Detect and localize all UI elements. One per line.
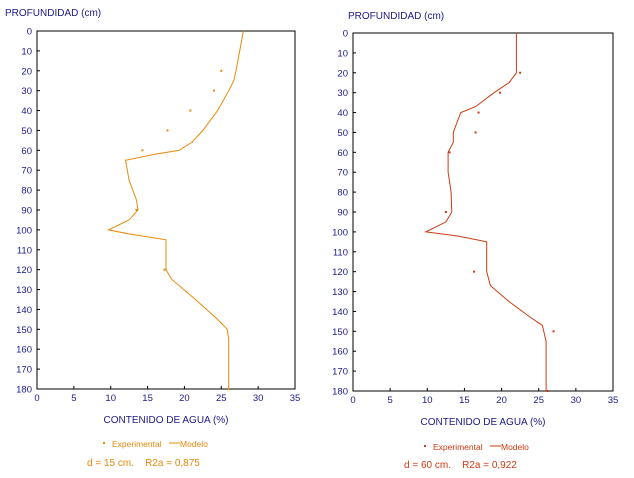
y-tick-label: 130	[16, 285, 32, 296]
chart-left: PROFUNDIDAD (cm) 01020304050607080901001…	[5, 8, 300, 469]
x-tick-label: 20	[179, 393, 190, 404]
y-tick-label: 70	[21, 166, 32, 177]
experimental-point	[212, 89, 215, 92]
experimental-point	[474, 131, 477, 134]
chart-right: PROFUNDIDAD (cm) 01020304050607080901001…	[332, 11, 618, 471]
experimental-point	[477, 111, 480, 114]
experimental-point	[141, 149, 144, 152]
experimental-point	[189, 109, 192, 112]
fit-annotation: d = 15 cm. R2a = 0,875	[87, 458, 200, 469]
legend-model-label: Modelo	[501, 442, 529, 452]
experimental-point	[473, 270, 476, 273]
y-tick-label: 160	[332, 347, 348, 358]
y-tick-label: 100	[16, 225, 32, 236]
y-tick-label: 160	[16, 345, 32, 356]
x-axis-title: CONTENIDO DE AGUA (%)	[420, 417, 545, 428]
experimental-point	[448, 151, 451, 154]
y-tick-label: 80	[21, 186, 32, 197]
y-tick-label: 120	[332, 267, 348, 278]
y-tick-label: 80	[337, 188, 348, 199]
experimental-point	[166, 129, 169, 132]
experimental-point	[546, 390, 549, 392]
experimental-point	[552, 330, 555, 333]
y-tick-label: 0	[27, 27, 32, 38]
x-tick-label: 20	[496, 395, 507, 406]
y-tick-label: 170	[332, 367, 348, 378]
model-series-line	[106, 30, 244, 389]
y-tick-label: 50	[337, 128, 348, 139]
plot-frame	[352, 32, 614, 392]
y-tick-label: 40	[337, 108, 348, 119]
experimental-point	[499, 91, 502, 94]
y-tick-label: 180	[16, 385, 32, 396]
y-tick-label: 150	[16, 325, 32, 336]
y-axis-title: PROFUNDIDAD (cm)	[348, 11, 444, 22]
experimental-points	[444, 71, 555, 392]
y-tick-label: 170	[16, 365, 32, 376]
x-tick-label: 15	[459, 395, 470, 406]
legend-model-label: Modelo	[180, 439, 208, 449]
x-tick-label: 0	[34, 393, 39, 404]
y-tick-label: 90	[21, 206, 32, 217]
legend-experimental-label: Experimental	[433, 442, 483, 452]
experimental-point	[163, 268, 166, 271]
y-tick-label: 110	[17, 245, 32, 256]
experimental-point	[220, 69, 223, 72]
y-tick-label: 70	[337, 168, 348, 179]
y-tick-label: 150	[332, 327, 348, 338]
y-tick-label: 110	[333, 247, 348, 258]
y-tick-label: 0	[343, 29, 348, 40]
y-tick-label: 50	[21, 126, 32, 137]
experimental-point	[444, 211, 447, 213]
y-tick-label: 20	[21, 66, 32, 77]
y-tick-label: 10	[21, 46, 32, 57]
y-tick-label: 40	[21, 106, 32, 117]
experimental-point	[227, 388, 230, 390]
y-tick-label: 130	[332, 287, 348, 298]
model-series-line	[424, 33, 547, 391]
legend-experimental-marker	[424, 445, 426, 447]
plot-frame	[36, 30, 296, 390]
y-tick-label: 100	[332, 227, 348, 238]
y-tick-label: 20	[337, 68, 348, 79]
experimental-points	[135, 69, 230, 390]
fit-annotation: d = 60 cm. R2a = 0,922	[404, 460, 517, 471]
x-tick-label: 10	[105, 393, 116, 404]
y-tick-label: 30	[21, 86, 32, 97]
x-tick-labels: 0 5 10 15 20 25 30 35	[34, 386, 300, 404]
y-tick-label: 60	[21, 146, 32, 157]
x-tick-label: 5	[387, 395, 392, 406]
experimental-point	[519, 71, 522, 74]
experimental-point	[135, 209, 138, 211]
x-tick-label: 0	[350, 395, 355, 406]
y-tick-label: 10	[337, 48, 348, 59]
x-tick-label: 30	[571, 395, 582, 406]
y-tick-label: 140	[332, 307, 348, 318]
x-tick-labels: 0 5 10 15 20 25 30 35	[350, 388, 618, 406]
y-tick-label: 60	[337, 148, 348, 159]
y-tick-labels: 0 10 20 30 40 50 60 70 80 90 100 110 120 130 140 150 160…	[16, 27, 40, 396]
x-tick-label: 35	[608, 395, 619, 406]
x-tick-label: 25	[533, 395, 544, 406]
y-tick-labels: 0 10 20 30 40 50 60 70 80 90 100 110 120 130 140 150 160…	[332, 29, 356, 398]
y-tick-label: 140	[16, 305, 32, 316]
x-tick-label: 30	[253, 393, 264, 404]
legend-experimental-label: Experimental	[112, 439, 162, 449]
y-tick-label: 30	[337, 88, 348, 99]
y-axis-title: PROFUNDIDAD (cm)	[5, 8, 101, 19]
x-axis-title: CONTENIDO DE AGUA (%)	[103, 415, 228, 426]
x-tick-label: 35	[290, 393, 301, 404]
x-tick-label: 25	[216, 393, 227, 404]
y-tick-label: 180	[332, 387, 348, 398]
x-tick-label: 10	[422, 395, 433, 406]
legend-experimental-marker	[103, 442, 105, 444]
x-tick-label: 15	[142, 393, 153, 404]
y-tick-label: 90	[337, 208, 348, 219]
x-tick-label: 5	[71, 393, 76, 404]
y-tick-label: 120	[16, 265, 32, 276]
